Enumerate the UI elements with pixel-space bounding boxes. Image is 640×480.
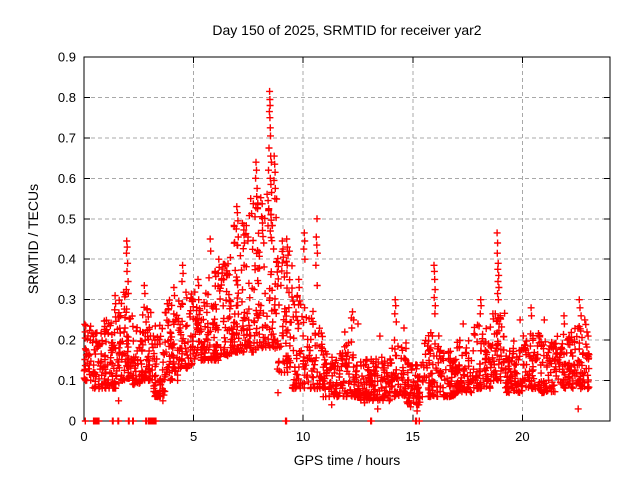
x-tick-label-4: 20: [515, 429, 529, 444]
y-tick-label-2: 0.2: [58, 333, 76, 348]
x-tick-label-1: 5: [190, 429, 197, 444]
y-tick-label-0: 0: [69, 414, 76, 429]
y-tick-label-5: 0.5: [58, 211, 76, 226]
y-tick-label-4: 0.4: [58, 252, 76, 267]
y-tick-label-7: 0.7: [58, 130, 76, 145]
x-axis-label: GPS time / hours: [293, 452, 401, 468]
data-points: [80, 87, 593, 425]
y-tick-label-9: 0.9: [58, 50, 76, 65]
x-tick-label-2: 10: [296, 429, 310, 444]
y-tick-label-3: 0.3: [58, 292, 76, 307]
x-tick-label-3: 15: [406, 429, 420, 444]
x-tick-label-0: 0: [80, 429, 87, 444]
plot-border: [83, 56, 611, 422]
y-tick-label-1: 0.1: [58, 373, 76, 388]
chart-title: Day 150 of 2025, SRMTID for receiver yar…: [212, 22, 482, 38]
y-tick-label-6: 0.6: [58, 171, 76, 186]
y-tick-label-8: 0.8: [58, 90, 76, 105]
